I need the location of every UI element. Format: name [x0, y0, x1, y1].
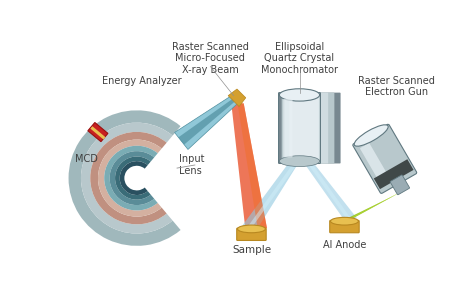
Text: Input
Lens: Input Lens [179, 154, 205, 176]
FancyBboxPatch shape [353, 124, 417, 193]
Polygon shape [301, 159, 357, 218]
Text: Raster Scanned
Micro-Focused
X-ray Beam: Raster Scanned Micro-Focused X-ray Beam [172, 42, 249, 75]
Ellipse shape [279, 89, 319, 101]
Polygon shape [345, 189, 407, 220]
Wedge shape [90, 132, 167, 224]
Polygon shape [242, 159, 301, 226]
Polygon shape [228, 89, 246, 107]
Text: Sample: Sample [232, 245, 271, 255]
Ellipse shape [237, 225, 265, 233]
FancyBboxPatch shape [390, 175, 410, 195]
Wedge shape [98, 140, 162, 217]
Wedge shape [81, 123, 173, 233]
Wedge shape [104, 146, 158, 211]
FancyBboxPatch shape [290, 93, 319, 163]
Wedge shape [69, 110, 181, 246]
Text: Al Anode: Al Anode [323, 240, 366, 250]
Wedge shape [115, 157, 151, 200]
Polygon shape [174, 94, 240, 149]
Bar [91, 126, 105, 140]
Polygon shape [237, 103, 267, 228]
Text: Ellipsoidal
Quartz Crystal
Monochromator: Ellipsoidal Quartz Crystal Monochromator [261, 42, 338, 75]
Polygon shape [178, 96, 238, 145]
FancyBboxPatch shape [330, 220, 359, 233]
Polygon shape [248, 159, 301, 226]
Polygon shape [304, 159, 351, 218]
FancyBboxPatch shape [285, 93, 328, 163]
FancyBboxPatch shape [360, 143, 391, 185]
FancyBboxPatch shape [282, 93, 334, 163]
FancyBboxPatch shape [237, 228, 266, 241]
Polygon shape [343, 189, 407, 220]
Ellipse shape [279, 156, 319, 167]
Bar [374, 159, 413, 189]
FancyBboxPatch shape [279, 93, 341, 163]
Text: Energy Analyzer: Energy Analyzer [102, 76, 182, 86]
Ellipse shape [330, 217, 358, 225]
Text: MCD: MCD [74, 154, 98, 164]
Bar [88, 122, 108, 142]
Ellipse shape [354, 125, 388, 146]
Wedge shape [120, 161, 148, 195]
FancyBboxPatch shape [283, 99, 292, 157]
Wedge shape [109, 151, 154, 205]
Text: Raster Scanned
Electron Gun: Raster Scanned Electron Gun [358, 76, 435, 97]
Polygon shape [231, 103, 267, 228]
